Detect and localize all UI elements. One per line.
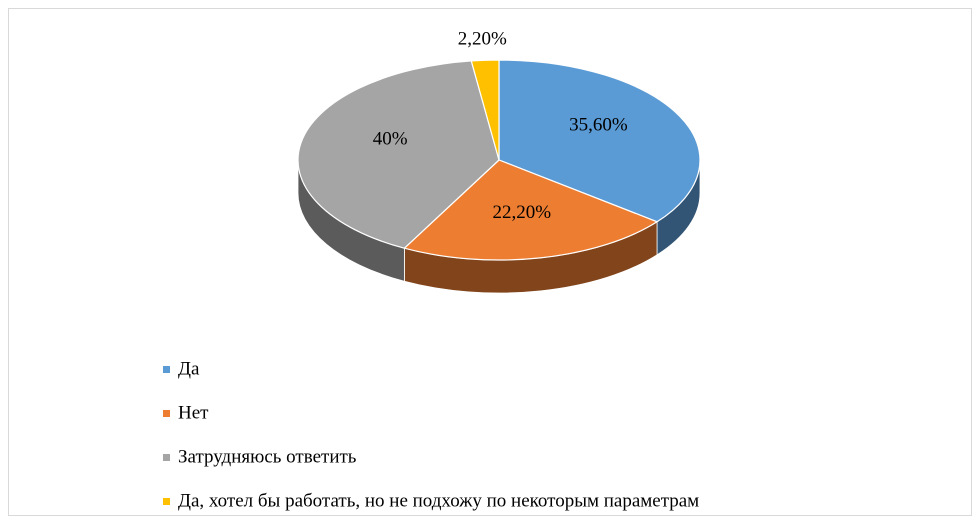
- legend-marker: [163, 410, 170, 417]
- legend-marker: [163, 366, 170, 373]
- pie-slice: [498, 59, 701, 223]
- data-label: 40%: [373, 129, 408, 150]
- pie-slice: [297, 60, 500, 249]
- legend-label: Нет: [178, 402, 209, 423]
- legend-marker: [163, 454, 170, 461]
- pie-slice: [470, 59, 500, 161]
- legend-label: Да: [178, 358, 200, 379]
- legend-label: Затрудняюсь ответить: [178, 446, 357, 467]
- data-label: 35,60%: [569, 114, 628, 135]
- data-label: 22,20%: [492, 202, 551, 223]
- legend-marker: [163, 498, 170, 505]
- pie-slice: [403, 159, 659, 261]
- legend-label: Да, хотел бы работать, но не подхожу по …: [178, 490, 699, 511]
- data-label: 2,20%: [458, 29, 507, 50]
